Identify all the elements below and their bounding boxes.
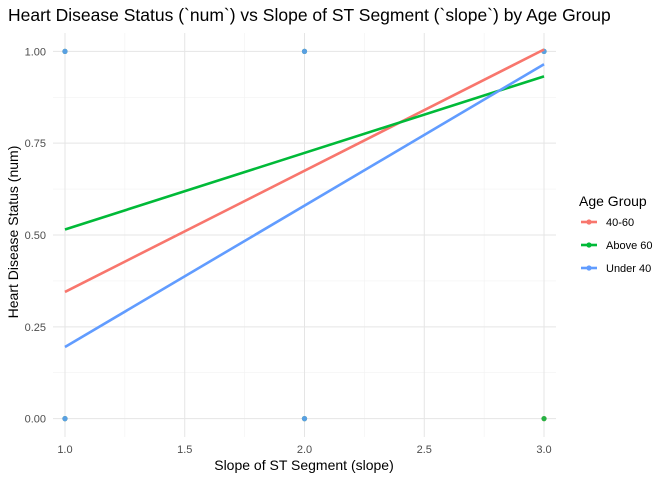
x-axis-ticks: 1.0 1.5 2.0 2.5 3.0 bbox=[57, 444, 551, 456]
data-point bbox=[62, 416, 68, 422]
data-point bbox=[301, 48, 308, 54]
legend-key-point bbox=[586, 219, 592, 225]
data-point bbox=[62, 48, 68, 54]
x-axis-title: Slope of ST Segment (slope) bbox=[214, 457, 394, 473]
legend-item: Above 60 bbox=[581, 240, 652, 252]
data-point bbox=[301, 416, 308, 422]
legend-key-point bbox=[586, 242, 592, 248]
legend-title: Age Group bbox=[579, 193, 647, 209]
chart-title: Heart Disease Status (`num`) vs Slope of… bbox=[8, 5, 611, 25]
fit-line bbox=[64, 75, 545, 231]
y-tick-label: 1.00 bbox=[25, 46, 46, 58]
y-axis-title: Heart Disease Status (num) bbox=[5, 146, 21, 319]
y-tick-label: 0.50 bbox=[25, 230, 46, 242]
fit-line bbox=[64, 48, 545, 294]
x-tick-label: 3.0 bbox=[536, 444, 551, 456]
legend-items: 40-60 Above 60 Under 40 bbox=[581, 217, 652, 275]
legend-item: 40-60 bbox=[581, 217, 634, 229]
legend-label: Above 60 bbox=[606, 240, 652, 252]
data-point bbox=[541, 416, 547, 422]
y-axis-ticks: 0.00 0.25 0.50 0.75 1.00 bbox=[25, 46, 46, 425]
legend: Age Group 40-60 Above 60 Under 40 bbox=[579, 193, 652, 275]
x-tick-label: 1.0 bbox=[57, 444, 72, 456]
y-tick-label: 0.00 bbox=[25, 414, 46, 426]
legend-label: 40-60 bbox=[606, 217, 634, 229]
x-tick-label: 1.5 bbox=[177, 444, 192, 456]
y-tick-label: 0.25 bbox=[25, 322, 46, 334]
grid bbox=[53, 33, 556, 437]
scatter-points bbox=[62, 48, 547, 422]
x-tick-label: 2.0 bbox=[297, 444, 312, 456]
legend-item: Under 40 bbox=[581, 263, 651, 275]
legend-label: Under 40 bbox=[606, 263, 651, 275]
y-tick-label: 0.75 bbox=[25, 138, 46, 150]
x-tick-label: 2.5 bbox=[417, 444, 432, 456]
fit-line bbox=[64, 63, 545, 349]
fit-lines bbox=[64, 48, 545, 349]
legend-key-point bbox=[586, 265, 592, 271]
